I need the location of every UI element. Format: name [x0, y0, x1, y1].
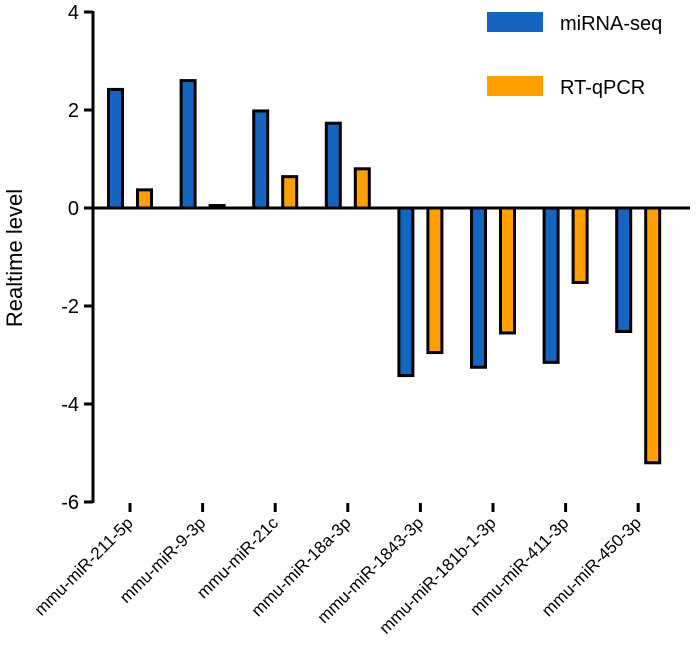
y-axis-title: Realtime level: [2, 189, 27, 327]
bar-rt-qpcr-1: [136, 188, 153, 210]
bar-mirna-seq-5: [397, 206, 415, 378]
bar-mirna-seq-1: [107, 87, 124, 210]
bar-mirna-seq-3: [252, 109, 270, 210]
bar-mirna-seq-7: [542, 206, 560, 364]
x-axis-category-labels: mmu-miR-211-5pmmu-miR-9-3pmmu-miR-21cmmu…: [31, 503, 645, 638]
y-tick-label: -2: [61, 296, 79, 318]
y-tick-label: 4: [68, 2, 79, 24]
x-category-label: mmu-miR-211-5p: [31, 513, 137, 619]
legend-swatch-rt-qpcr: [487, 76, 543, 96]
y-axis: 4 2 0 -2 -4 -6: [61, 2, 95, 514]
y-tick-label: 2: [68, 100, 79, 122]
bar-rt-qpcr-3: [281, 175, 299, 210]
legend-label: miRNA-seq: [560, 13, 662, 35]
y-tick-label: -6: [61, 492, 79, 514]
y-tick-label: -4: [61, 394, 79, 416]
bar-rt-qpcr-8: [644, 206, 662, 465]
bar-rt-qpcr-6: [499, 206, 516, 335]
bar-rt-qpcr-4: [353, 167, 371, 210]
legend-swatch-mirna-seq: [487, 12, 543, 32]
bar-rt-qpcr-7: [571, 206, 589, 284]
bar-mirna-seq-6: [470, 206, 487, 369]
bar-mirna-seq-8: [615, 206, 633, 333]
bar-mirna-seq-4: [324, 121, 342, 210]
y-tick-label: 0: [68, 198, 79, 220]
bars-layer: [107, 79, 662, 465]
bar-rt-qpcr-5: [426, 206, 444, 355]
legend-label: RT-qPCR: [560, 77, 645, 99]
legend: miRNA-seq RT-qPCR: [487, 12, 662, 99]
bar-mirna-seq-2: [179, 79, 197, 210]
